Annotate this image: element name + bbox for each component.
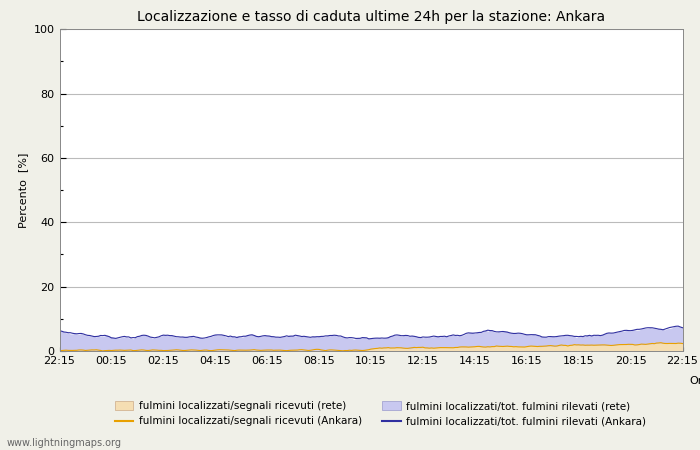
Legend: fulmini localizzati/segnali ricevuti (rete), fulmini localizzati/segnali ricevut: fulmini localizzati/segnali ricevuti (re… <box>115 401 646 427</box>
Title: Localizzazione e tasso di caduta ultime 24h per la stazione: Ankara: Localizzazione e tasso di caduta ultime … <box>137 10 605 24</box>
Text: Orario: Orario <box>690 376 700 386</box>
Y-axis label: Percento  [%]: Percento [%] <box>18 153 28 228</box>
Text: www.lightningmaps.org: www.lightningmaps.org <box>7 438 122 448</box>
